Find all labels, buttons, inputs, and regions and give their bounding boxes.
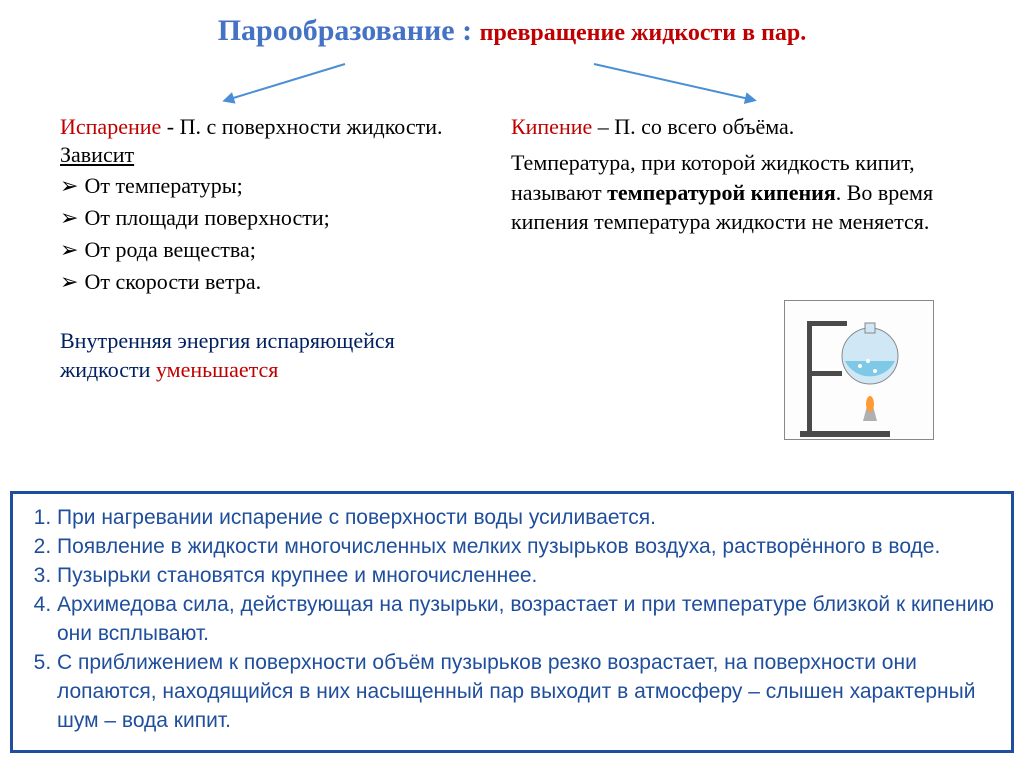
evaporation-def: Испарение - П. с поверхности жидкости. [60,114,481,140]
factors-list: От температуры; От площади поверхности; … [60,170,481,298]
energy-decrease: уменьшается [156,357,278,382]
evaporation-term: Испарение [60,114,161,139]
factor-item: От рода вещества; [60,234,481,266]
boiling-term: Кипение [511,114,592,139]
boiling-explanation: Температура, при которой жидкость кипит,… [511,148,974,237]
flask-icon [785,301,935,441]
title-sub: превращение жидкости в пар. [480,20,807,46]
step-item: При нагревании испарение с поверхности в… [57,504,995,533]
boil-text-2p: . [836,180,847,205]
boiling-def: Кипение – П. со всего объёма. [511,114,974,140]
right-column: Кипение – П. со всего объёма. Температур… [511,114,974,298]
step-item: Архимедова сила, действующая на пузырьки… [57,591,995,649]
arrow-left-icon [215,59,355,109]
arrows-container [0,54,1024,114]
step-item: С приближением к поверхности объём пузыр… [57,649,995,736]
page-title: Парообразование : превращение жидкости в… [0,0,1024,48]
left-column: Испарение - П. с поверхности жидкости. З… [60,114,481,298]
arrow-right-icon [584,59,764,109]
factor-item: От температуры; [60,170,481,202]
step-item: Появление в жидкости многочисленных мелк… [57,533,995,562]
columns: Испарение - П. с поверхности жидкости. З… [0,114,1024,298]
title-main: Парообразование : [218,14,472,47]
boiling-text: – П. со всего объёма. [592,114,794,139]
step-item: Пузырьки становятся крупнее и многочисле… [57,562,995,591]
factor-item: От скорости ветра. [60,266,481,298]
flask-diagram [784,300,934,440]
depends-label: Зависит [60,142,481,168]
energy-line2-prefix: жидкости [60,357,156,382]
steps-list: При нагревании испарение с поверхности в… [29,504,995,736]
steps-box: При нагревании испарение с поверхности в… [10,491,1014,753]
boil-text-bold: температурой кипения [607,180,836,205]
energy-line1: Внутренняя энергия испаряющейся [60,328,395,353]
evaporation-text: - П. с поверхности жидкости. [161,114,442,139]
factor-item: От площади поверхности; [60,202,481,234]
